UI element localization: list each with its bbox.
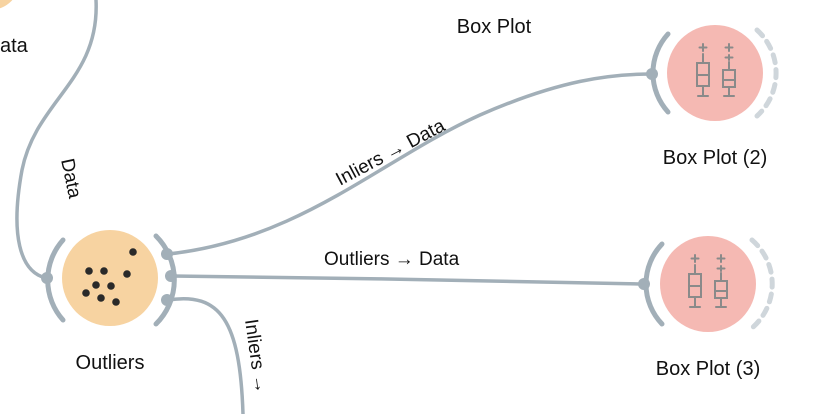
link-label-outliers-data: Outliers → Data — [324, 249, 460, 270]
outliers-output-port-3[interactable] — [161, 294, 173, 306]
node-label-outliers: Outliers — [76, 352, 145, 374]
link-label-inliers-down: Inliers → — [240, 318, 271, 395]
box-plot-2-node-circle — [667, 25, 763, 121]
outliers-node-circle — [62, 230, 158, 326]
scatter-dots-icon — [82, 248, 137, 306]
node-box-plot-3[interactable]: Box Plot (3) — [638, 236, 775, 380]
link-data-to-outliers[interactable] — [15, 0, 98, 280]
boxplot-icon — [688, 254, 728, 308]
link-outliers-to-box-plot-2[interactable] — [166, 72, 654, 256]
boxplot-icon — [696, 43, 736, 97]
link-label-inliers-data: Inliers → Data — [332, 115, 449, 190]
node-label-data: ata — [0, 35, 29, 57]
node-label-box-plot-3: Box Plot (3) — [656, 358, 760, 380]
node-data[interactable]: ata — [0, 0, 29, 57]
node-label-box-plot-2: Box Plot (2) — [663, 147, 767, 169]
box-plot-3-node-circle — [660, 236, 756, 332]
box-plot-3-output-port-arc — [749, 237, 775, 331]
link-outliers-to-box-plot-3[interactable] — [170, 274, 642, 286]
box-plot-2-output-port-arc — [754, 27, 779, 119]
outliers-output-port-2[interactable] — [165, 270, 177, 282]
outliers-output-port-1[interactable] — [161, 248, 173, 260]
canvas-title: Box Plot — [457, 16, 532, 38]
box-plot-2-input-port[interactable] — [646, 68, 658, 80]
link-label-data: Data — [56, 157, 85, 201]
box-plot-3-input-port[interactable] — [638, 278, 650, 290]
data-node-circle — [0, 0, 13, 9]
link-outliers-down[interactable] — [166, 297, 245, 414]
outliers-input-port[interactable] — [41, 272, 53, 284]
node-outliers[interactable]: Outliers — [41, 230, 177, 374]
node-box-plot-2[interactable]: Box Plot (2) — [646, 25, 779, 169]
